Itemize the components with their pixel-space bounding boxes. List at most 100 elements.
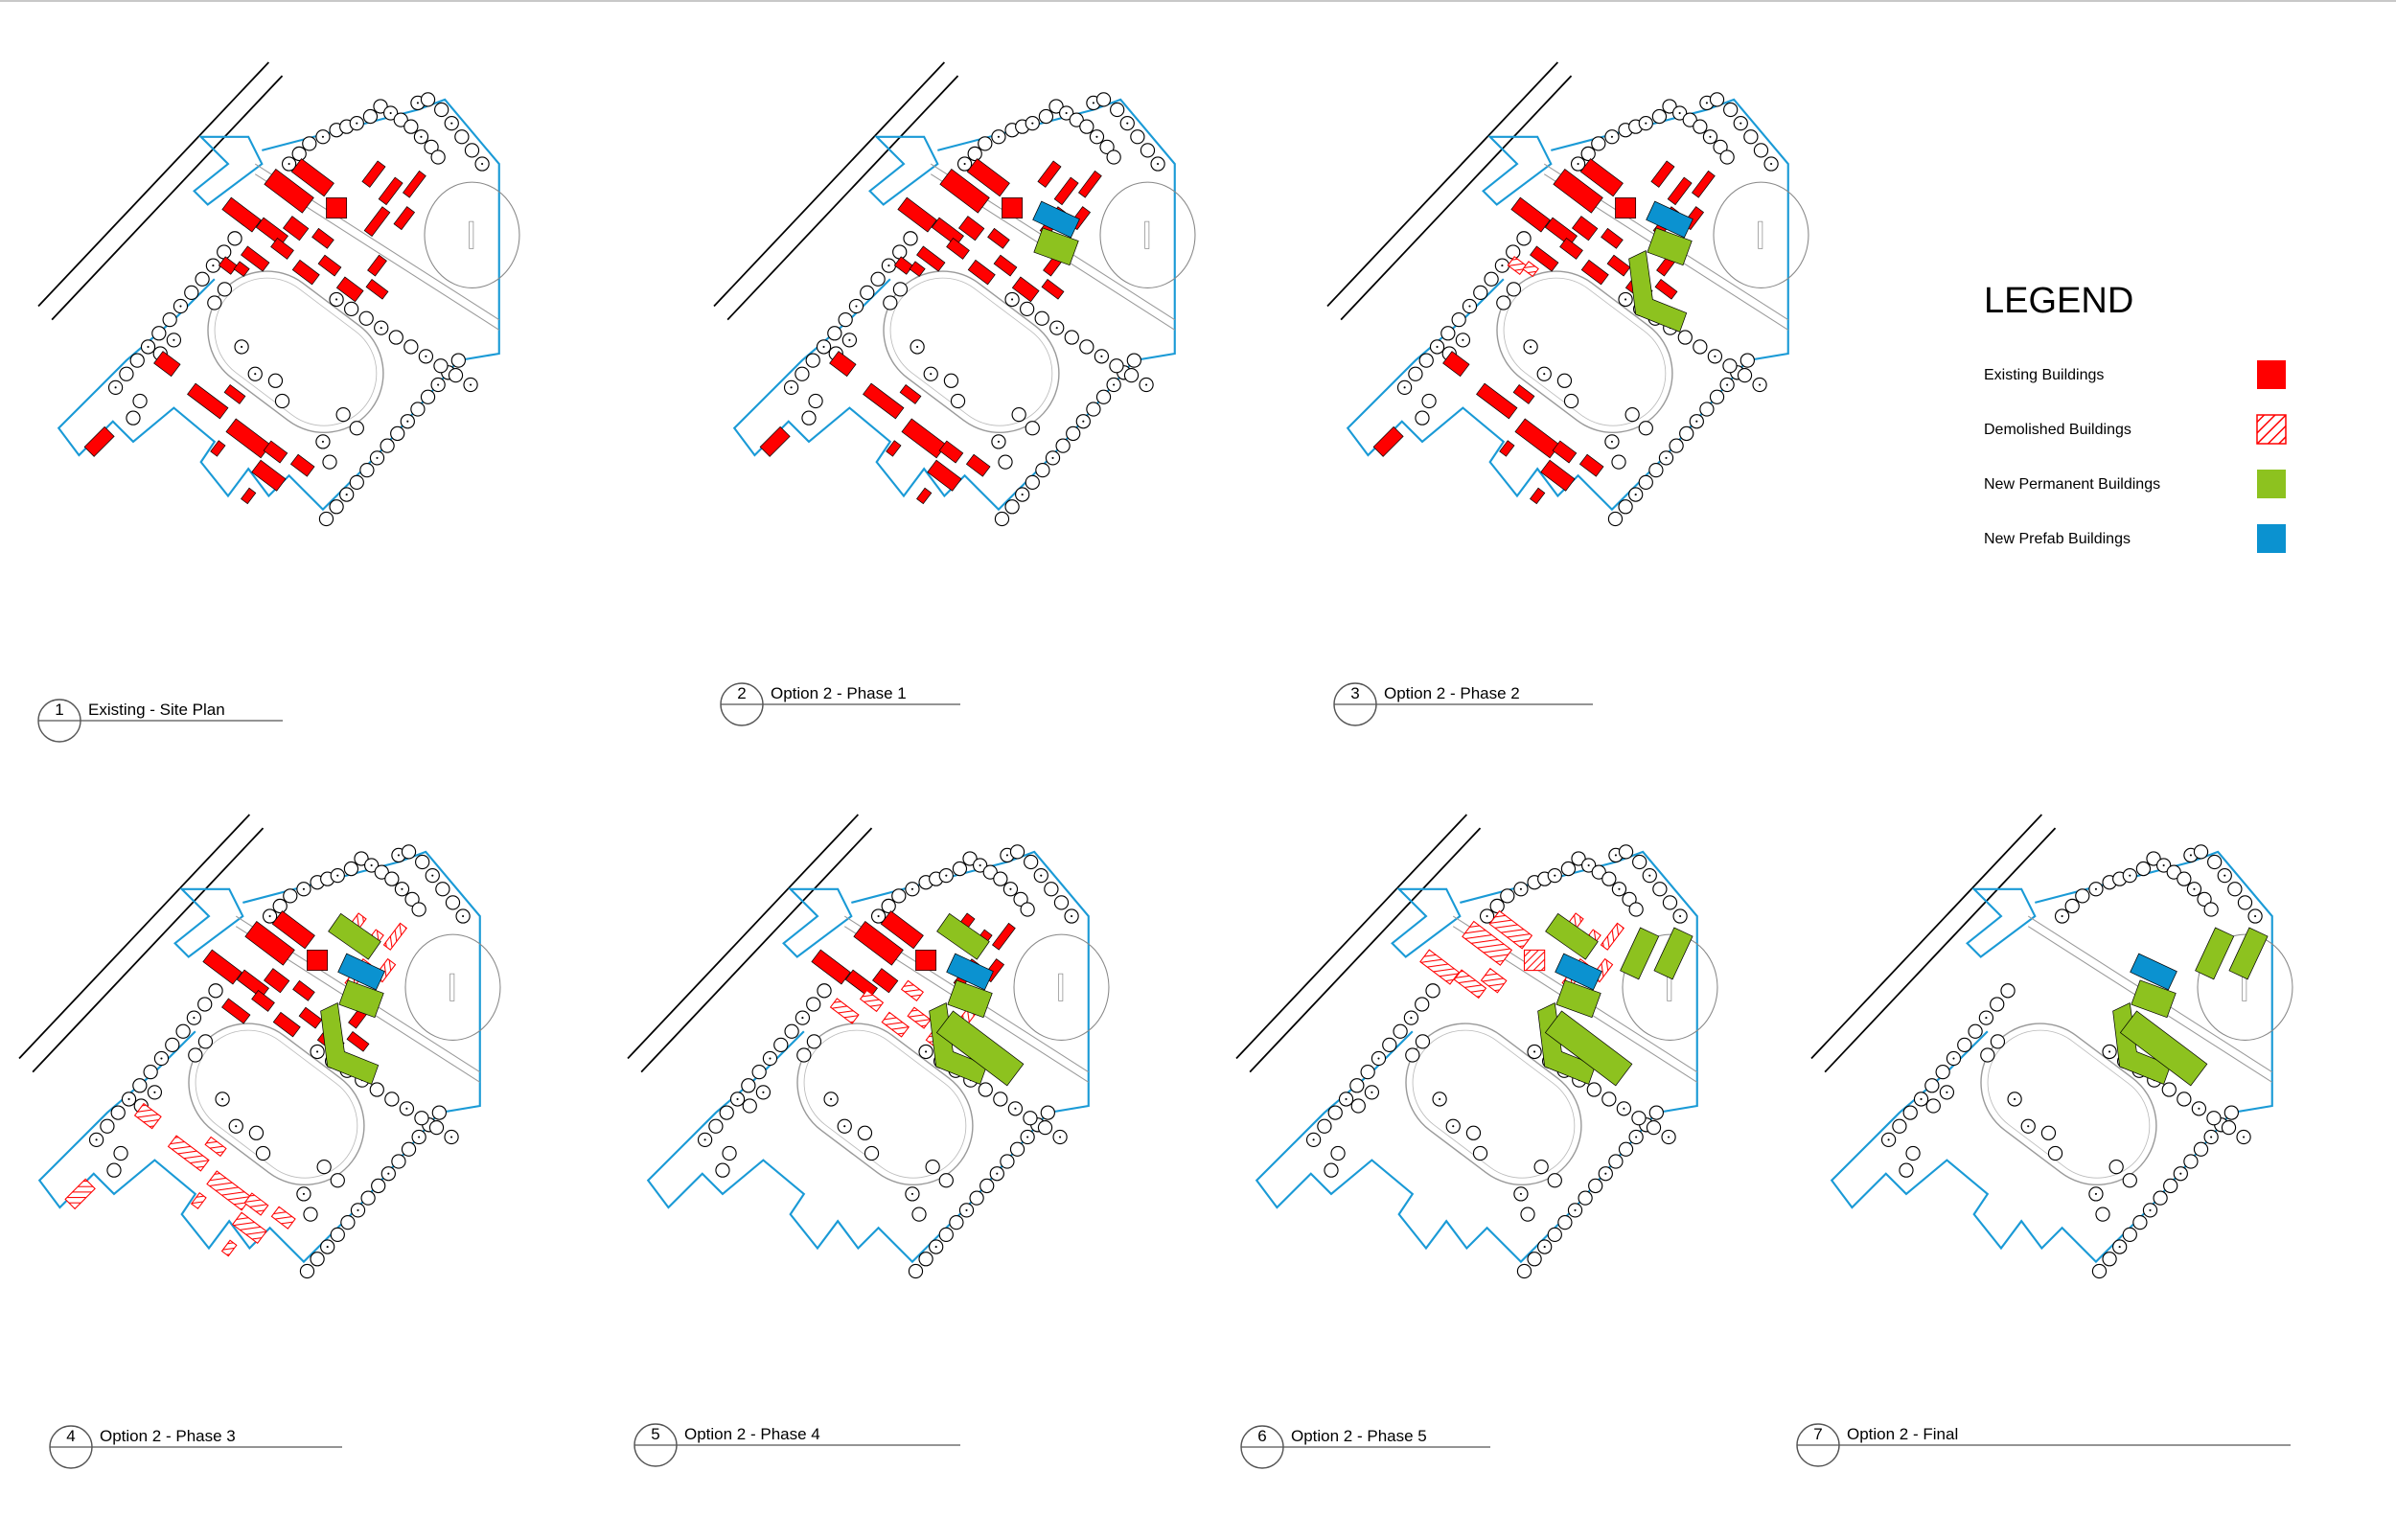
rail-line — [1824, 827, 2057, 1073]
existing-building — [291, 259, 320, 286]
tree-dot — [173, 338, 175, 341]
tree-icon — [1035, 462, 1050, 478]
tree-icon — [1349, 1078, 1365, 1093]
legend-items: Existing Buildings Demolished Buildings Ne… — [1984, 360, 2287, 553]
tree-icon — [806, 1034, 822, 1049]
existing-building — [1037, 160, 1062, 188]
tree-dot — [212, 264, 215, 267]
existing-building — [899, 384, 922, 404]
tree-dot — [376, 456, 379, 459]
permanent-building — [935, 1010, 1025, 1087]
tree-icon — [330, 1227, 345, 1242]
tree-dot — [801, 1017, 804, 1020]
tree-dot — [1055, 327, 1058, 330]
tree-icon — [1709, 389, 1725, 404]
permanent-building — [328, 912, 381, 960]
tree-icon — [938, 1227, 954, 1242]
tree-dot — [1634, 494, 1637, 496]
site-plan-1 — [37, 61, 520, 527]
tree-icon — [110, 1105, 126, 1120]
tree-dot — [1920, 1097, 1923, 1101]
demolished-building — [1419, 949, 1461, 985]
tree-icon — [434, 102, 449, 118]
existing-building — [829, 351, 857, 378]
tree-dot — [855, 305, 858, 308]
rail-line — [32, 827, 265, 1073]
tree-dot — [437, 383, 440, 386]
tree-dot — [288, 162, 290, 166]
tree-icon — [1099, 139, 1115, 155]
tree-icon — [1980, 1047, 1995, 1063]
site-boundary — [732, 98, 1176, 512]
demolished-building — [231, 1211, 267, 1245]
tree-dot — [470, 383, 472, 386]
permanent-building — [1545, 912, 1599, 960]
tree-dot — [1739, 122, 1742, 125]
tree-icon — [2221, 1119, 2237, 1136]
existing-building — [335, 276, 364, 303]
legend-label: Demolished Buildings — [1984, 422, 2131, 438]
tree-icon — [401, 844, 417, 860]
tree-dot — [1439, 1097, 1441, 1101]
prefab-building — [337, 953, 385, 991]
rail-line — [640, 827, 873, 1073]
tree-icon — [994, 511, 1010, 527]
tree-icon — [1520, 1207, 1535, 1222]
demolished-building — [1462, 920, 1513, 966]
prefab-building — [1555, 953, 1602, 991]
tree-dot — [2118, 1246, 2121, 1249]
running-track-inner — [1412, 1029, 1576, 1179]
tree-dot — [910, 887, 914, 890]
existing-building — [236, 969, 269, 999]
tree-icon — [411, 902, 426, 917]
tree-icon — [1489, 898, 1505, 914]
tree-dot — [401, 887, 403, 890]
existing-building — [263, 440, 288, 464]
tree-icon — [358, 310, 374, 326]
tree-dot — [2061, 914, 2063, 918]
tree-icon — [291, 146, 307, 162]
tree-icon — [719, 1105, 734, 1120]
tree-icon — [100, 1118, 115, 1134]
tree-icon — [978, 136, 993, 151]
prefab-building — [2130, 953, 2177, 991]
tree-icon — [796, 1047, 812, 1063]
tree-icon — [806, 997, 821, 1012]
existing-building — [1053, 176, 1079, 206]
tree-icon — [359, 462, 375, 478]
existing-building — [251, 459, 287, 492]
tree-icon — [1739, 353, 1755, 368]
rail-line — [713, 61, 946, 308]
tree-icon — [362, 108, 379, 125]
tree-icon — [330, 1173, 345, 1188]
tree-icon — [1646, 1119, 1662, 1136]
existing-building — [1606, 254, 1631, 277]
demolished-building — [900, 979, 924, 1002]
legend-title: LEGEND — [1984, 281, 2133, 321]
tree-icon — [741, 1078, 756, 1093]
panel-title: Option 2 - Phase 4 — [684, 1425, 820, 1443]
tree-icon — [1737, 367, 1753, 383]
tree-dot — [1011, 298, 1014, 301]
tree-icon — [1451, 312, 1466, 328]
panel-number: 3 — [1350, 684, 1359, 702]
existing-building — [1650, 160, 1675, 188]
tree-icon — [1533, 1160, 1549, 1175]
site-plan-2 — [713, 61, 1196, 527]
tree-dot — [916, 345, 919, 349]
tree-icon — [1651, 108, 1668, 125]
existing-building — [1544, 217, 1578, 246]
tree-icon — [1038, 108, 1054, 125]
tree-dot — [420, 135, 423, 138]
tree-icon — [119, 366, 134, 381]
tree-icon — [1034, 310, 1049, 326]
tree-dot — [387, 1172, 390, 1175]
panel-label-2: 2 Option 2 - Phase 1 — [720, 682, 960, 726]
legend-item-prefab: New Prefab Buildings — [1984, 524, 2286, 553]
tree-icon — [349, 474, 364, 490]
tree-icon — [860, 285, 875, 301]
existing-building — [844, 969, 878, 999]
tree-dot — [887, 264, 890, 267]
tree-icon — [1968, 1023, 1983, 1039]
tree-icon — [1009, 844, 1025, 860]
